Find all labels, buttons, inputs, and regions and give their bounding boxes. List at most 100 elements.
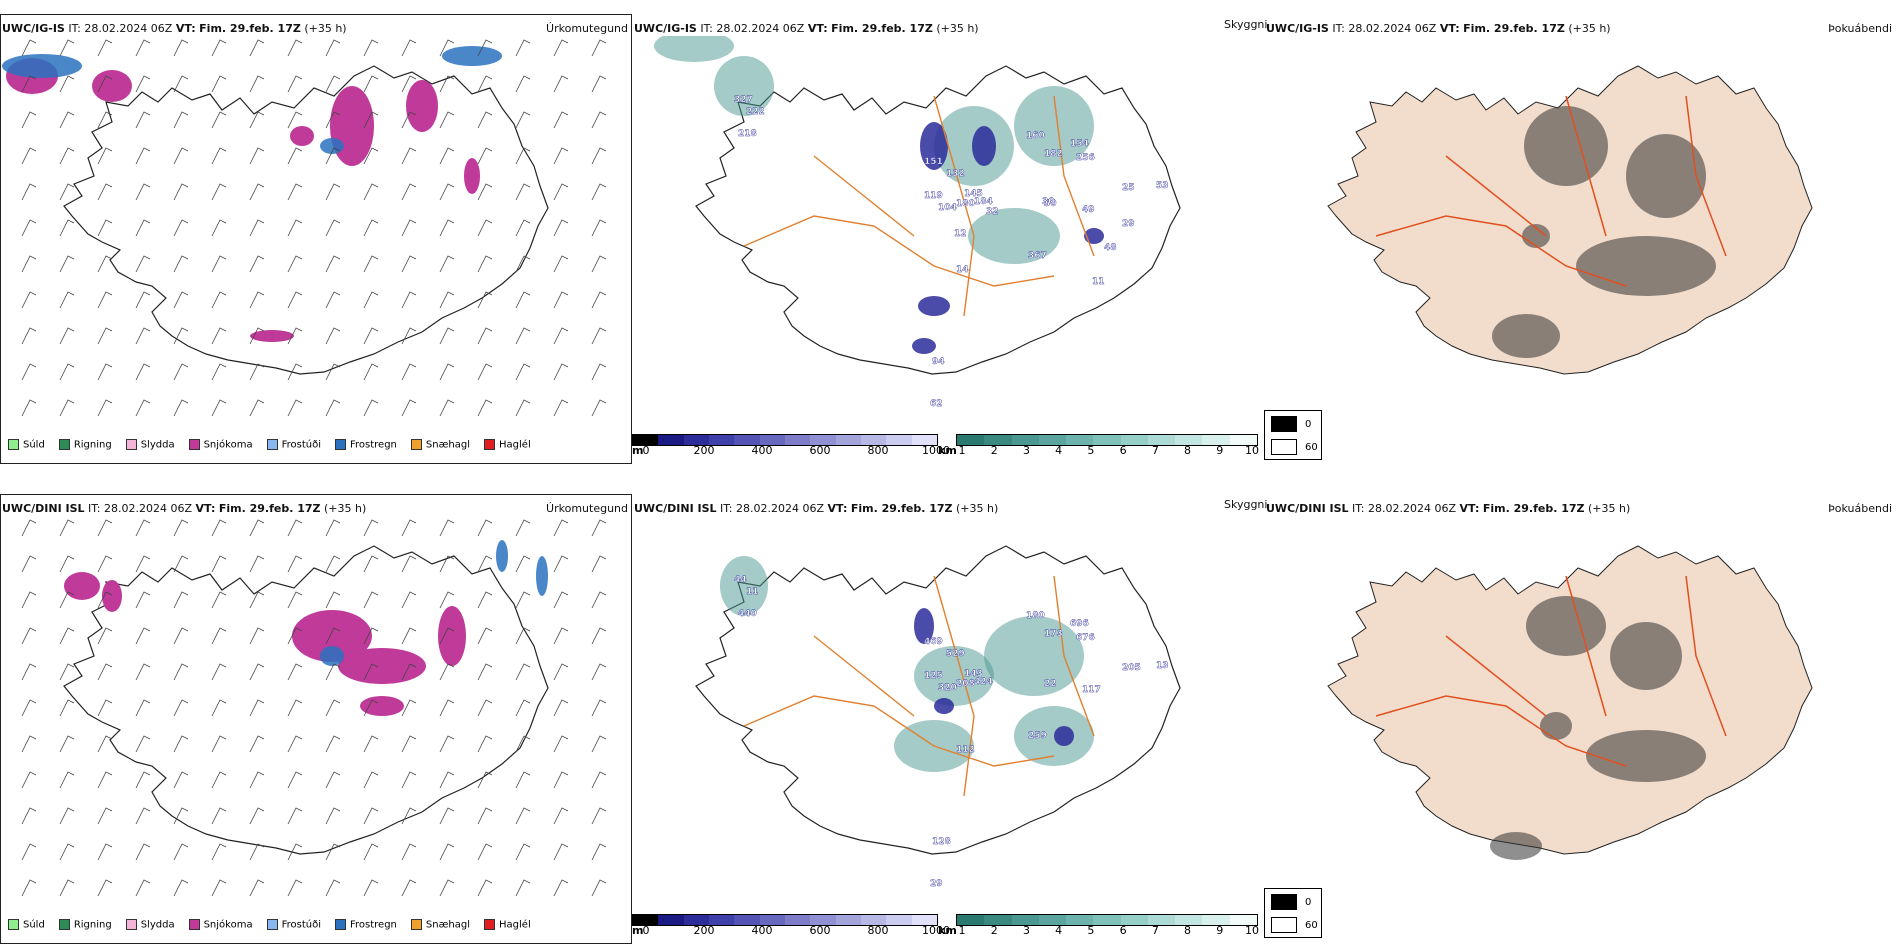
wind-barb [591,735,607,753]
model-name: UWC/DINI ISL [1266,502,1349,515]
ceiling-value-label: 12 [954,229,967,239]
precip-title: Úrkomutegund [546,22,628,35]
wind-barb [287,219,303,237]
wind-barb [59,255,75,273]
colorbar-cell [835,435,861,445]
wind-barb [135,735,151,753]
precip-legend-item: Frostregn [335,439,397,451]
fog-patch [1492,314,1560,358]
wind-barb [401,735,417,753]
precip-panel-top: UWC/IG-IS IT: 28.02.2024 06Z VT: Fim. 29… [0,14,632,464]
wind-barb [325,255,341,273]
wind-barb [249,663,265,681]
colorbar-cell [683,915,709,925]
wind-barb [439,327,455,345]
wind-barb [553,75,569,93]
precip-legend-label: Snjókoma [203,439,253,451]
wind-barb [515,75,531,93]
fog-legend-label: 60 [1305,441,1318,453]
vt-value: Fim. 29.feb. 17Z [218,502,321,515]
freezing-rain-area [2,54,82,78]
wind-barb [287,843,303,861]
precip-legend-item: Frostúði [266,919,321,931]
wind-barb [401,255,417,273]
wind-barb [173,75,189,93]
wind-barb [553,147,569,165]
ceiling-value-label: 104 [938,203,957,213]
wind-barb [97,591,113,609]
wind-barb [21,879,37,897]
precip-legend-swatch [484,439,496,450]
wind-barb [439,627,455,645]
wind-barb [173,111,189,129]
wind-barb [249,771,265,789]
precip-legend-label: Haglél [499,439,531,451]
wind-barb [515,843,531,861]
colorbar-tick-label: 0 [642,924,650,937]
colorbar-tick-label: 200 [693,924,715,937]
map-layer [1327,545,1813,860]
wind-barb [173,219,189,237]
precip-legend-label: Snæhagl [425,439,471,451]
precip-legend-item: Frostregn [335,919,397,931]
wind-barb [97,111,113,129]
wind-barb [135,663,151,681]
colorbar-cell [1229,915,1257,925]
wind-barb [363,363,379,381]
wind-barb [135,255,151,273]
fog-legend-item: 0 [1271,414,1321,434]
wind-barb [515,699,531,717]
snow-area [292,610,372,662]
wind-barb [97,735,113,753]
wind-barb [363,879,379,897]
wind-barb [97,75,113,93]
road-lines [743,575,1095,797]
colorbar-tick-label: 6 [1119,444,1127,457]
ceiling-value-label: 94 [932,357,945,367]
lead-time: (+35 h) [956,502,999,515]
ceiling-value-label: 184 [974,197,993,207]
colorbar-cell [658,915,684,925]
ceiling-value-label: 25 [1122,183,1135,193]
vt-value: Fim. 29.feb. 17Z [831,22,933,35]
wind-barb [59,699,75,717]
colorbar-cell [1038,435,1067,445]
wind-barb [553,699,569,717]
wind-barb [325,39,341,57]
wind-barb [21,147,37,165]
colorbar-tick-label: 8 [1184,444,1192,457]
wind-barb [553,291,569,309]
fog-legend-label: 0 [1305,418,1312,430]
wind-barb [173,843,189,861]
wind-barb [211,699,227,717]
wind-barb [439,735,455,753]
wind-barb [363,327,379,345]
colorbar-tick-label: 800 [867,924,889,937]
wind-barb [477,363,493,381]
wind-barb [21,255,37,273]
wind-barb [173,555,189,573]
wind-barb [515,771,531,789]
wind-barb [325,111,341,129]
wind-barb [477,807,493,825]
wind-barb [211,291,227,309]
colorbar-cell [1011,435,1039,445]
snow-area [438,606,466,666]
wind-barb [59,183,75,201]
wind-barb [59,219,75,237]
wind-barb [287,255,303,273]
wind-barb [287,663,303,681]
colorbar-cell [860,435,887,445]
wind-barb [477,699,493,717]
wind-barb [591,879,607,897]
colorbar-tick-label: 7 [1151,924,1159,937]
wind-barb [21,39,37,57]
colorbar-cell [984,915,1012,925]
wind-barb [401,879,417,897]
wind-barb [363,771,379,789]
colorbar-tick-label: 400 [751,924,773,937]
low-visibility-area [914,646,994,706]
ceiling-value-label: 154 [1070,139,1089,149]
wind-barb [21,291,37,309]
ceiling-value-label: 205 [1122,663,1141,673]
